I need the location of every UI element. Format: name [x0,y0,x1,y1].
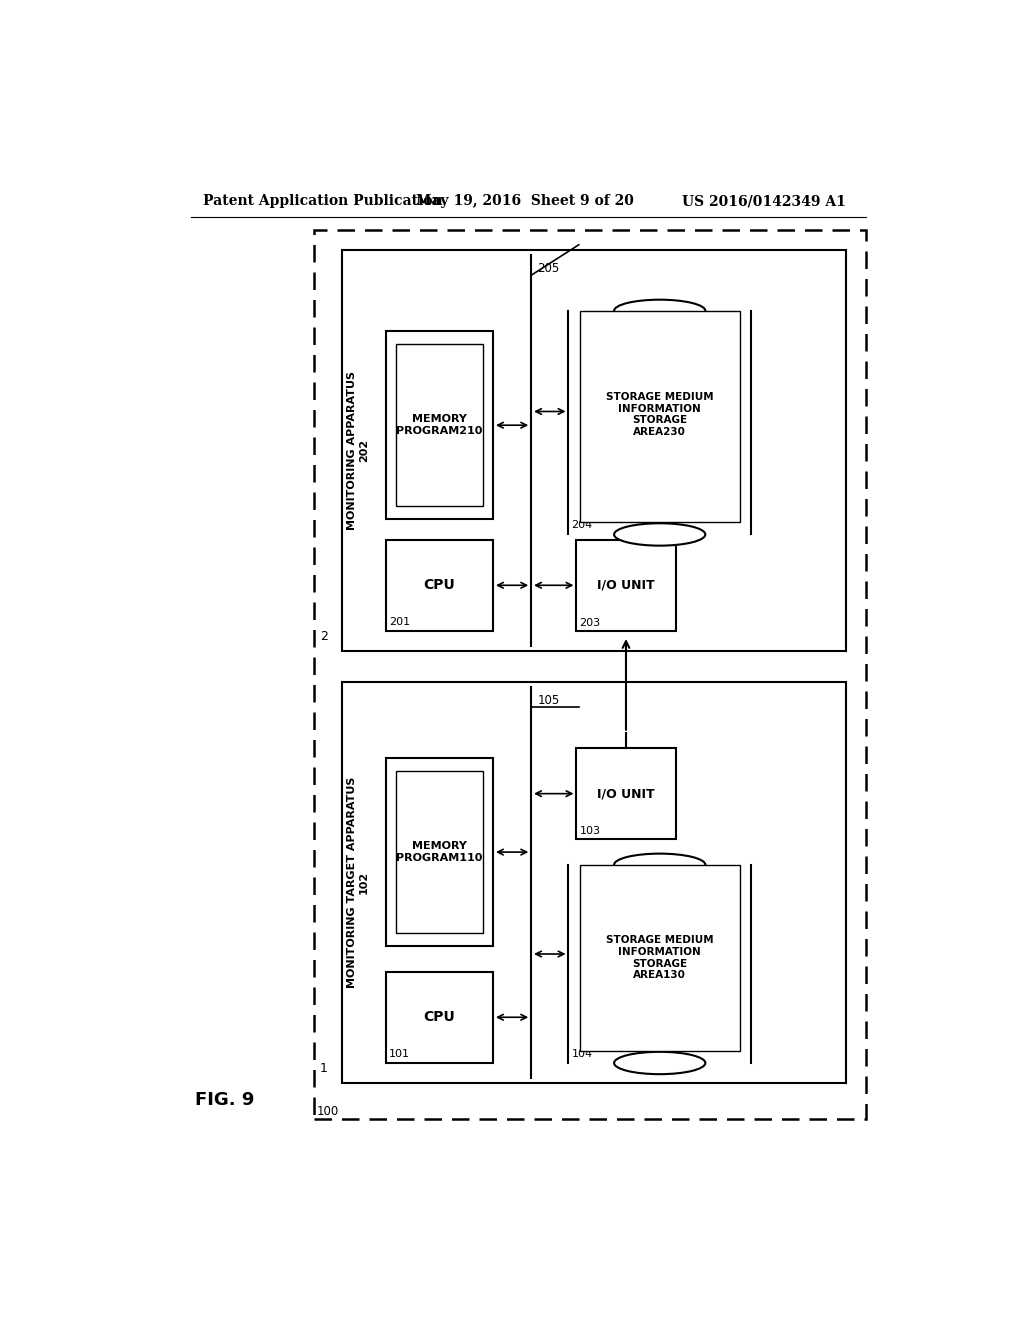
Text: 104: 104 [571,1049,593,1059]
Bar [386,758,494,946]
Bar [342,249,846,651]
Text: I/O UNIT: I/O UNIT [597,787,654,800]
Bar [580,312,740,523]
Bar [314,230,866,1119]
Bar [577,540,676,631]
Text: STORAGE MEDIUM
INFORMATION
STORAGE
AREA230: STORAGE MEDIUM INFORMATION STORAGE AREA2… [606,392,714,437]
Bar [386,972,494,1063]
Bar [580,865,740,1051]
Bar [396,345,482,506]
Ellipse shape [614,523,706,545]
Bar [568,865,751,1063]
Text: MONITORING APPARATUS
202: MONITORING APPARATUS 202 [347,371,369,531]
Text: 205: 205 [538,263,560,275]
Bar [568,312,751,535]
Text: 1: 1 [321,1063,328,1076]
Bar [577,748,676,840]
Bar [386,540,494,631]
Text: 201: 201 [389,616,411,627]
Text: CPU: CPU [424,578,456,593]
Bar [386,331,494,519]
Bar [342,682,846,1084]
Text: Patent Application Publication: Patent Application Publication [204,194,443,209]
Text: CPU: CPU [424,1010,456,1024]
Text: MEMORY
PROGRAM110: MEMORY PROGRAM110 [396,841,482,863]
Text: 105: 105 [538,694,560,708]
Ellipse shape [614,854,706,876]
Text: MEMORY
PROGRAM210: MEMORY PROGRAM210 [396,414,482,436]
Text: US 2016/0142349 A1: US 2016/0142349 A1 [682,194,846,209]
Text: 2: 2 [321,630,328,643]
Bar [396,771,482,933]
Text: 204: 204 [571,520,593,531]
Ellipse shape [614,300,706,322]
Text: May 19, 2016  Sheet 9 of 20: May 19, 2016 Sheet 9 of 20 [416,194,634,209]
Text: 203: 203 [580,618,601,628]
Text: 103: 103 [580,826,600,837]
Text: I/O UNIT: I/O UNIT [597,578,654,591]
Text: STORAGE MEDIUM
INFORMATION
STORAGE
AREA130: STORAGE MEDIUM INFORMATION STORAGE AREA1… [606,936,714,981]
Ellipse shape [614,1052,706,1074]
Text: MONITORING TARGET APPARATUS
102: MONITORING TARGET APPARATUS 102 [347,777,369,989]
Text: 100: 100 [316,1105,339,1118]
Text: 101: 101 [389,1049,410,1059]
Text: FIG. 9: FIG. 9 [196,1090,255,1109]
